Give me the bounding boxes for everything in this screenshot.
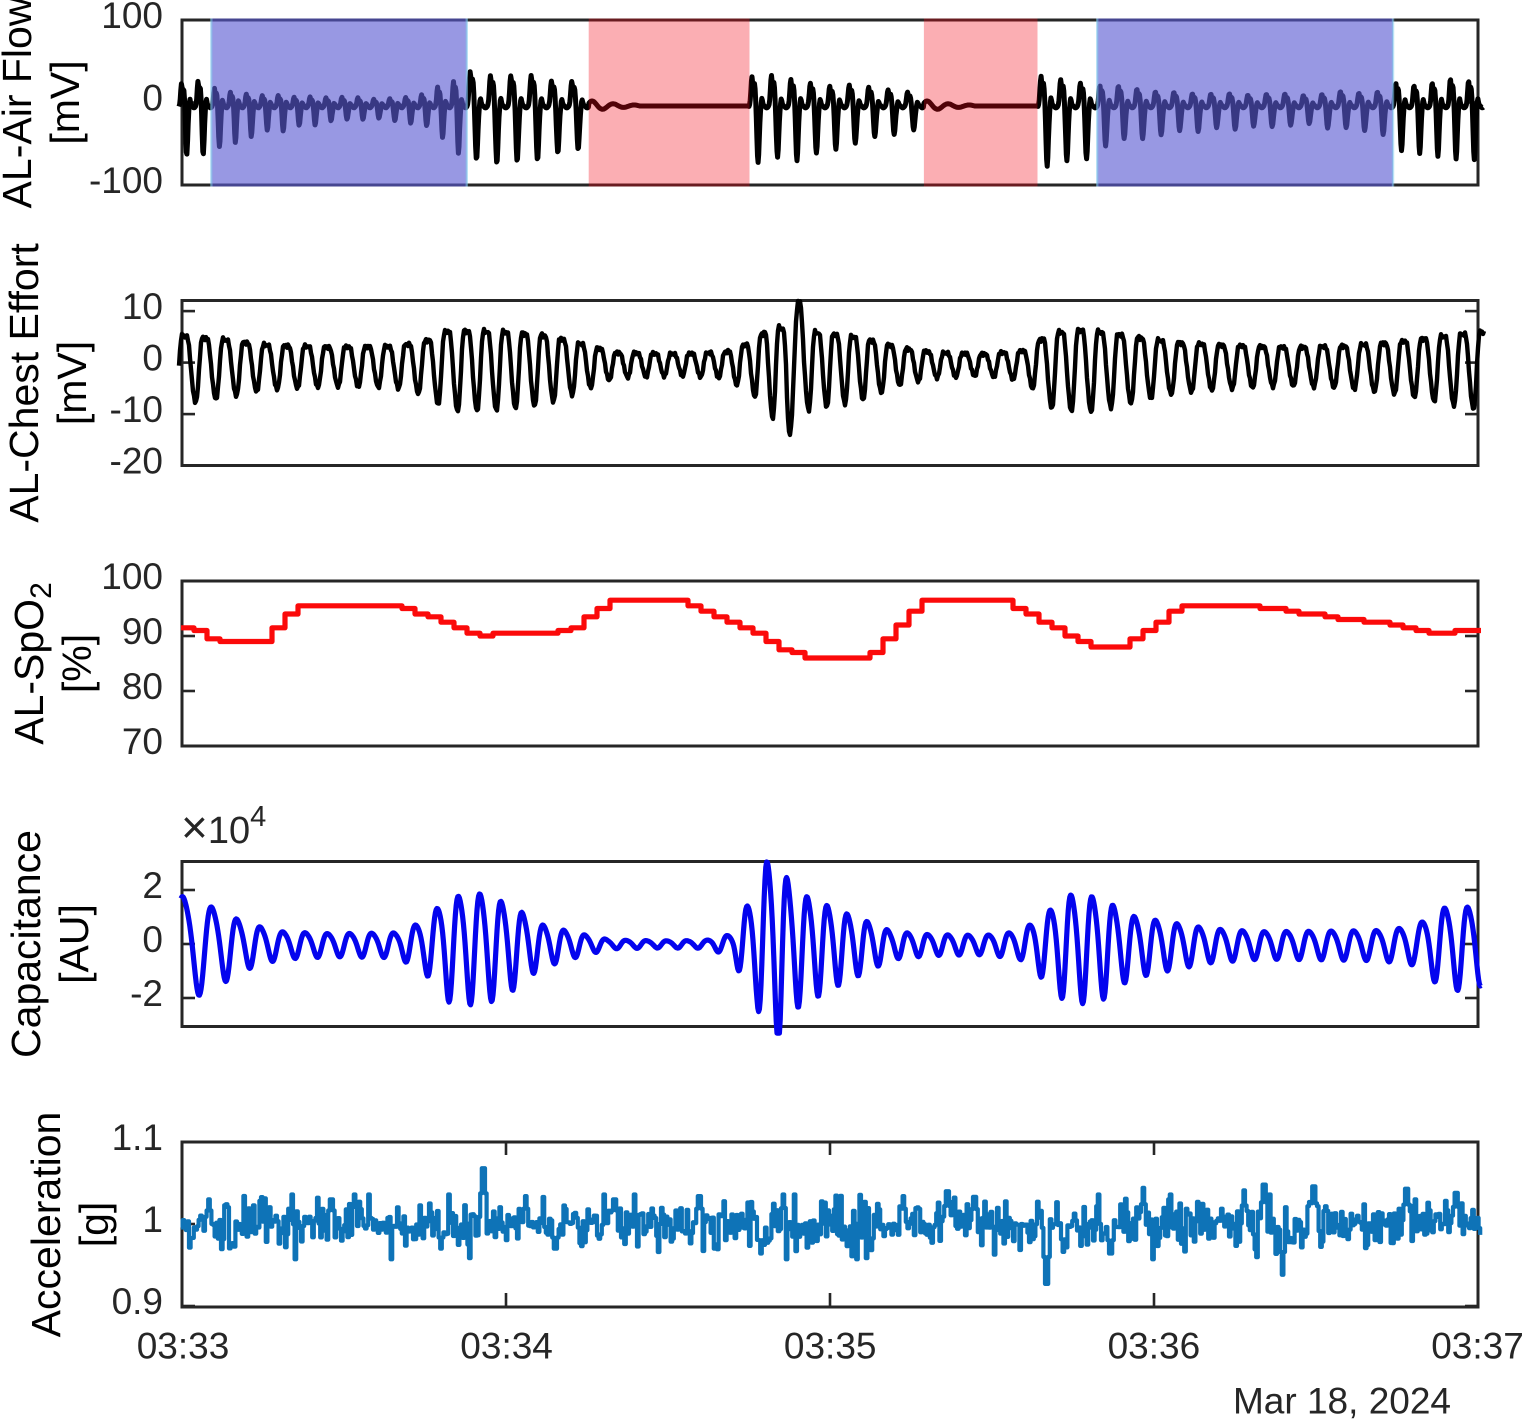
- svg-text:10: 10: [122, 286, 163, 327]
- svg-text:03:35: 03:35: [784, 1326, 877, 1367]
- svg-text:0.9: 0.9: [112, 1281, 163, 1322]
- svg-text:2: 2: [142, 865, 163, 906]
- svg-text:Acceleration: Acceleration: [23, 1112, 69, 1338]
- svg-text:-20: -20: [110, 441, 163, 482]
- svg-text:100: 100: [101, 0, 163, 36]
- svg-text:Capacitance: Capacitance: [3, 830, 49, 1058]
- svg-text:-10: -10: [110, 389, 163, 430]
- svg-text:80: 80: [122, 666, 163, 707]
- svg-text:[g]: [g]: [71, 1202, 117, 1248]
- svg-text:[mV]: [mV]: [42, 60, 88, 144]
- svg-text:90: 90: [122, 611, 163, 652]
- svg-text:[mV]: [mV]: [49, 341, 95, 425]
- svg-text:-2: -2: [130, 973, 163, 1014]
- svg-text:Mar 18, 2024: Mar 18, 2024: [1233, 1381, 1451, 1422]
- svg-text:AL-Air Flow: AL-Air Flow: [0, 0, 40, 208]
- svg-text:03:37: 03:37: [1431, 1326, 1524, 1367]
- svg-text:[%]: [%]: [54, 634, 100, 693]
- svg-text:AL-SpO2: AL-SpO2: [6, 582, 58, 745]
- svg-text:03:34: 03:34: [460, 1326, 553, 1367]
- svg-text:1.1: 1.1: [112, 1117, 163, 1158]
- svg-text:1: 1: [142, 1199, 163, 1240]
- svg-text:0: 0: [142, 919, 163, 960]
- svg-text:AL-Chest Effort: AL-Chest Effort: [1, 243, 47, 523]
- svg-text:70: 70: [122, 721, 163, 762]
- svg-text:[AU]: [AU]: [51, 904, 97, 984]
- svg-text:-100: -100: [89, 160, 163, 201]
- svg-text:0: 0: [142, 78, 163, 119]
- svg-text:100: 100: [101, 556, 163, 597]
- svg-text:03:33: 03:33: [137, 1326, 230, 1367]
- svg-text:03:36: 03:36: [1108, 1326, 1201, 1367]
- svg-text:0: 0: [142, 338, 163, 379]
